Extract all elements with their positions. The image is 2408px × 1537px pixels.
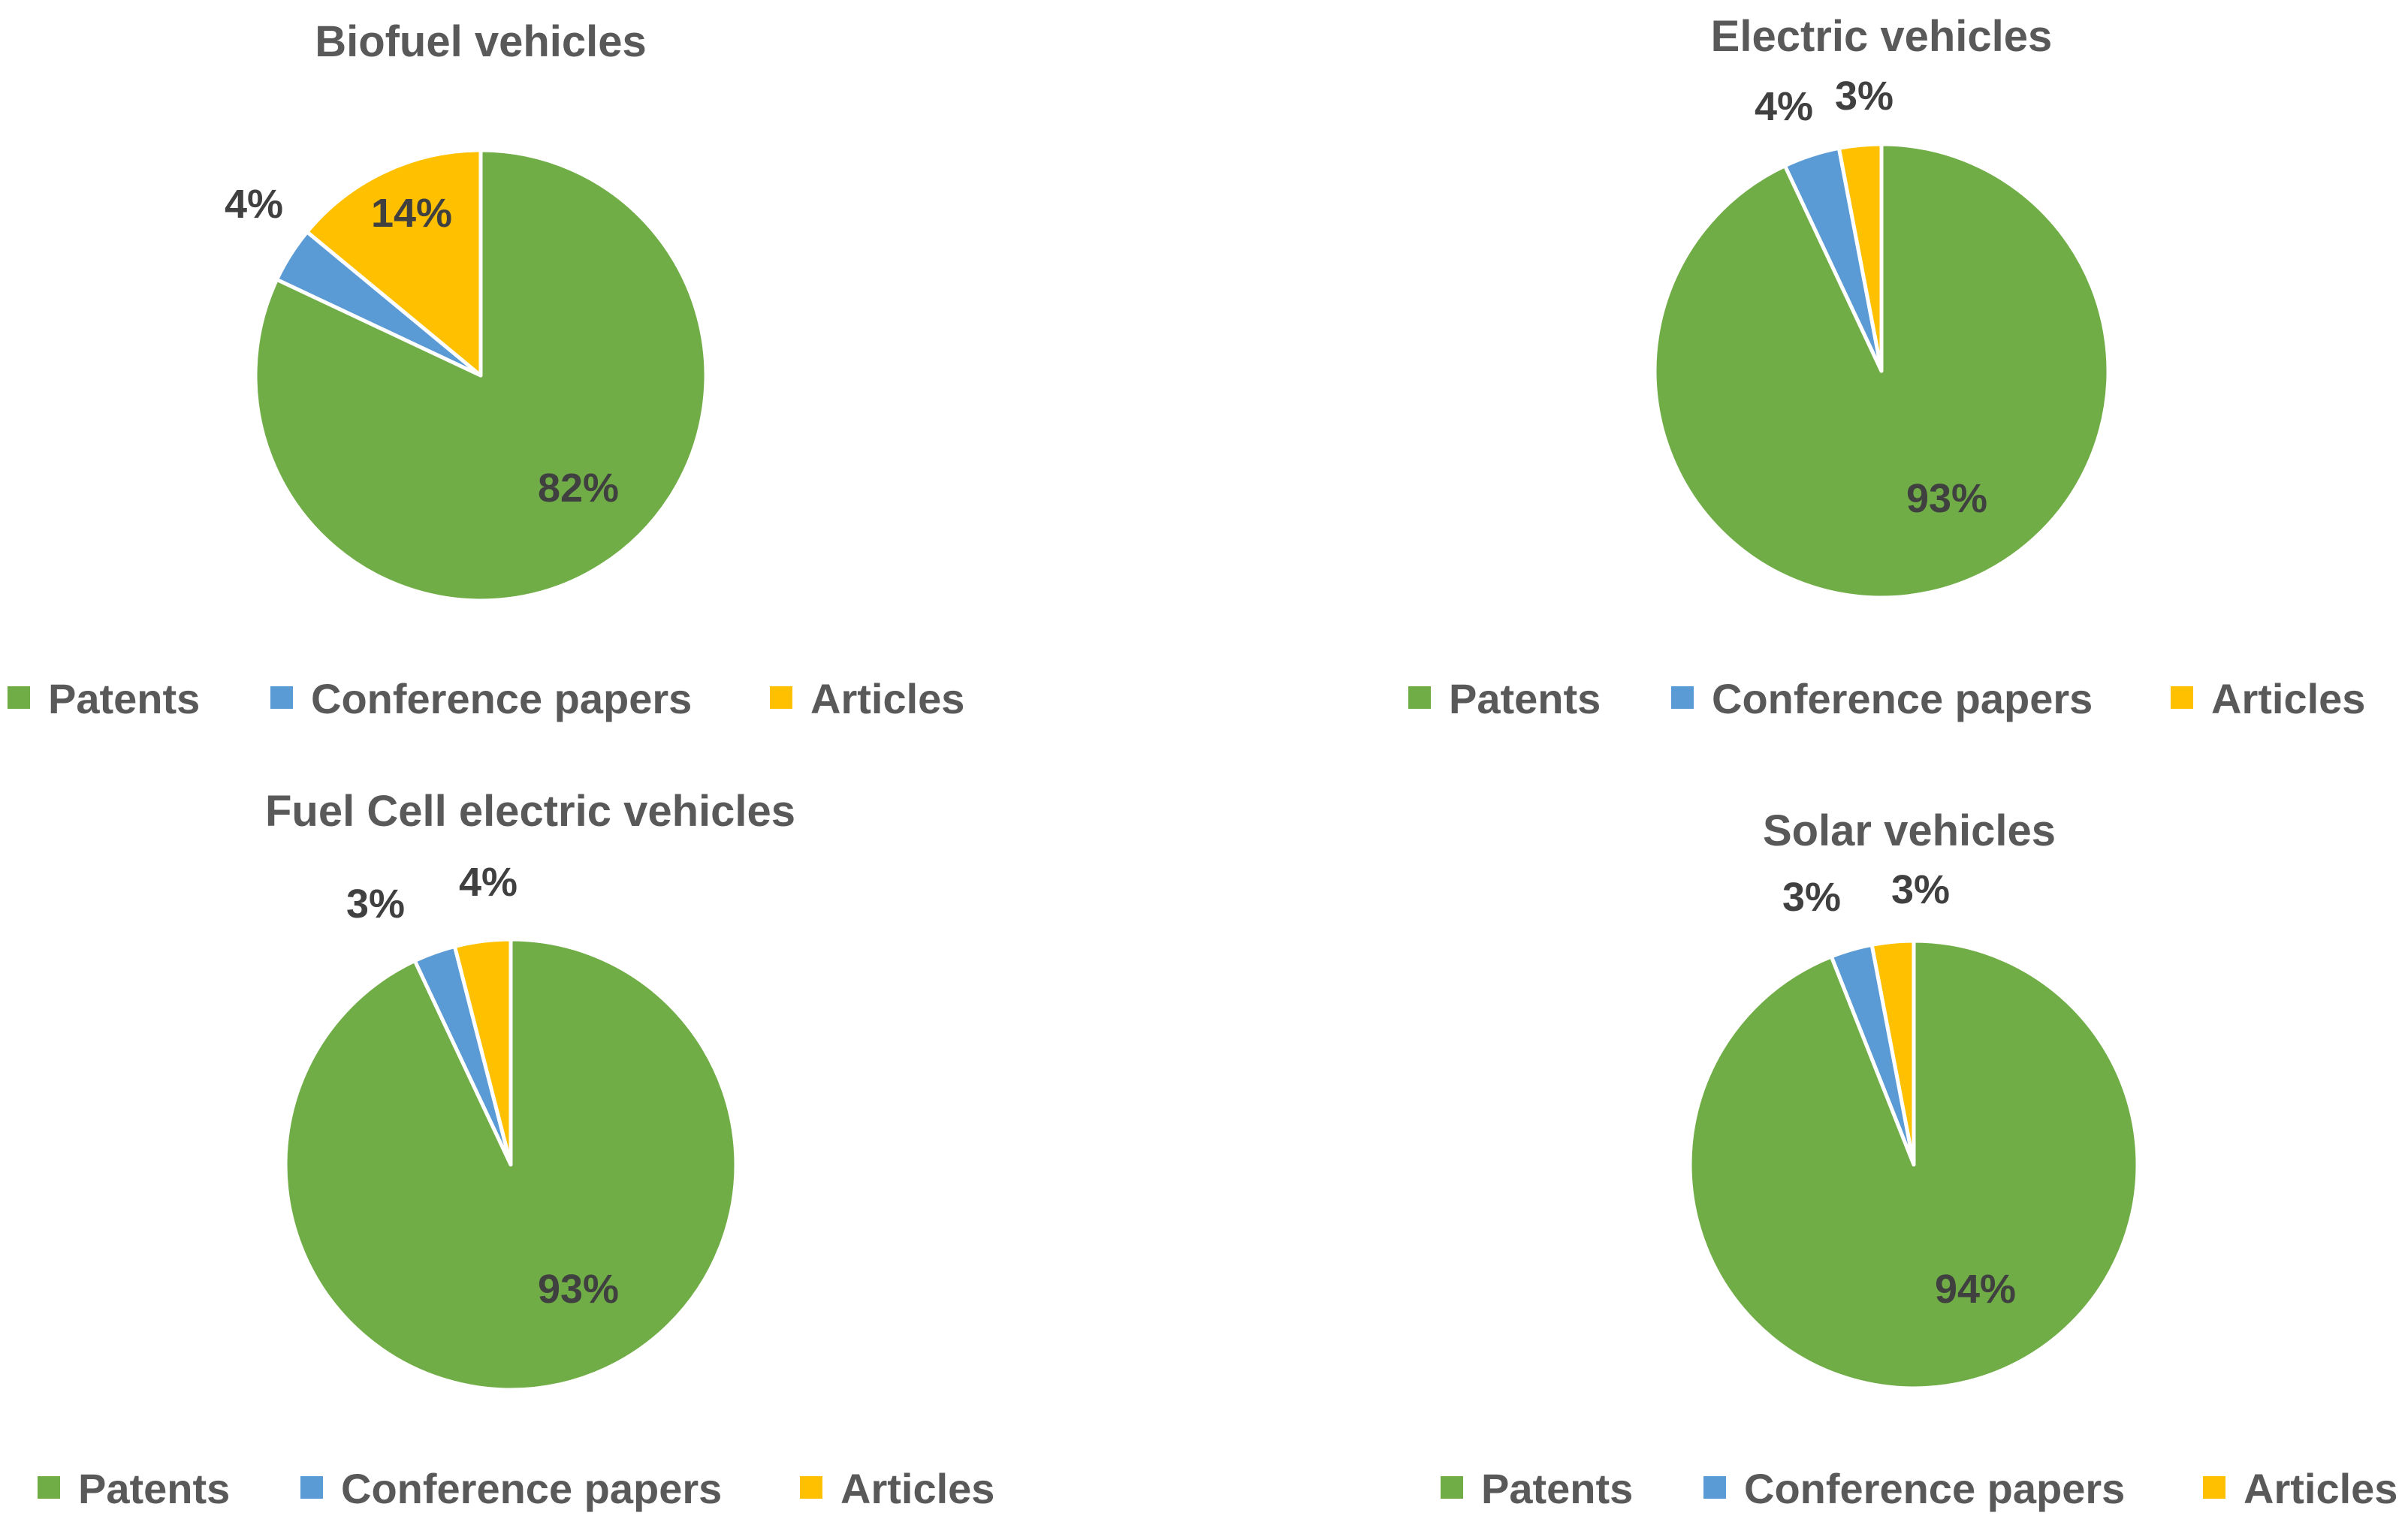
legend-swatch-conference-papers bbox=[1671, 686, 1694, 709]
pie-slice-articles bbox=[452, 937, 513, 1167]
legend-swatch-conference-papers bbox=[300, 1476, 323, 1499]
pie-chart-electric-vehicles: Electric vehicles 93% 4% 3% Patents Conferenc… bbox=[1408, 12, 2365, 722]
chart-title: Electric vehicles bbox=[1711, 12, 2053, 61]
legend: Patents Conference papers Articles bbox=[8, 675, 964, 722]
legend-label-articles: Articles bbox=[840, 1465, 994, 1512]
legend-swatch-patents bbox=[8, 686, 30, 709]
pie-slice-articles bbox=[1869, 939, 1916, 1167]
legend: Patents Conference papers Articles bbox=[38, 1465, 994, 1512]
legend-swatch-patents bbox=[38, 1476, 60, 1499]
data-label-conference-papers: 3% bbox=[1782, 875, 1841, 920]
data-label-conference-papers: 4% bbox=[1755, 84, 1813, 129]
data-label-patents: 93% bbox=[538, 1267, 619, 1312]
chart-title: Biofuel vehicles bbox=[315, 17, 647, 66]
chart-title: Fuel Cell electric vehicles bbox=[265, 787, 795, 836]
data-label-patents: 94% bbox=[1935, 1267, 2016, 1312]
legend-label-articles: Articles bbox=[2211, 675, 2365, 722]
legend-swatch-articles bbox=[800, 1476, 822, 1499]
pie-slice-patents bbox=[1688, 939, 2140, 1391]
data-label-conference-papers: 4% bbox=[225, 182, 283, 227]
pie-slice-articles bbox=[305, 148, 483, 378]
legend-label-patents: Patents bbox=[1449, 675, 1601, 722]
legend-swatch-patents bbox=[1441, 1476, 1463, 1499]
legend-swatch-conference-papers bbox=[1703, 1476, 1726, 1499]
legend-label-articles: Articles bbox=[2244, 1465, 2397, 1512]
pie-chart-biofuel-vehicles: Biofuel vehicles 82% 4% 14% Patents Conferenc… bbox=[8, 17, 964, 722]
data-label-articles: 14% bbox=[371, 191, 452, 236]
legend-swatch-conference-papers bbox=[270, 686, 293, 709]
data-label-articles: 3% bbox=[1835, 74, 1894, 119]
legend-label-patents: Patents bbox=[48, 675, 200, 722]
data-label-patents: 93% bbox=[1906, 476, 1987, 521]
data-label-articles: 3% bbox=[1891, 867, 1950, 912]
legend: Patents Conference papers Articles bbox=[1441, 1465, 2397, 1512]
legend-label-conference-papers: Conference papers bbox=[1712, 675, 2093, 722]
pie-chart-fuel-cell-electric-vehicles: Fuel Cell electric vehicles 93% 3% 4% Patent… bbox=[38, 787, 994, 1512]
legend-label-conference-papers: Conference papers bbox=[1744, 1465, 2125, 1512]
legend-swatch-patents bbox=[1408, 686, 1431, 709]
chart-title: Solar vehicles bbox=[1763, 806, 2056, 855]
legend-label-conference-papers: Conference papers bbox=[341, 1465, 722, 1512]
legend-swatch-articles bbox=[770, 686, 792, 709]
legend-label-conference-papers: Conference papers bbox=[311, 675, 692, 722]
data-label-conference-papers: 3% bbox=[346, 882, 405, 927]
legend: Patents Conference papers Articles bbox=[1408, 675, 2365, 722]
pie-chart-solar-vehicles: Solar vehicles 94% 3% 3% Patents Conference p… bbox=[1441, 806, 2397, 1512]
data-label-articles: 4% bbox=[459, 860, 518, 905]
legend-swatch-articles bbox=[2203, 1476, 2225, 1499]
legend-label-articles: Articles bbox=[810, 675, 964, 722]
data-label-patents: 82% bbox=[538, 466, 619, 511]
legend-swatch-articles bbox=[2171, 686, 2193, 709]
pie-slice-articles bbox=[1836, 142, 1884, 373]
legend-label-patents: Patents bbox=[78, 1465, 230, 1512]
legend-label-patents: Patents bbox=[1481, 1465, 1633, 1512]
